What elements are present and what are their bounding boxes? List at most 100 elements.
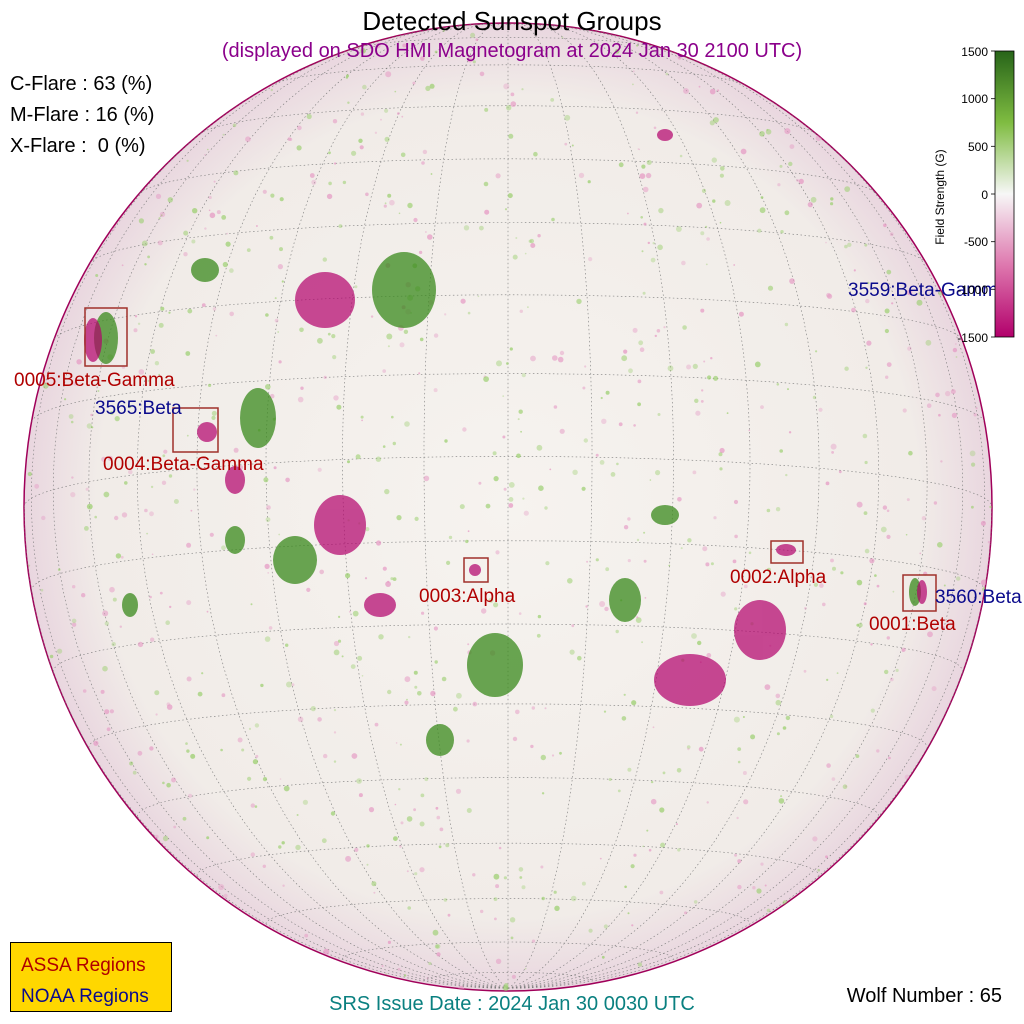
field-speckle (701, 389, 704, 392)
field-speckle (483, 376, 489, 382)
field-speckle (444, 313, 447, 316)
field-speckle (643, 531, 646, 534)
region-box[interactable] (84, 307, 128, 367)
region-box[interactable] (463, 557, 489, 583)
field-speckle (511, 974, 516, 979)
field-speckle (734, 607, 738, 611)
region-box[interactable] (770, 540, 804, 564)
field-speckle (418, 372, 421, 375)
field-speckle (803, 669, 807, 673)
field-speckle (403, 329, 409, 334)
field-speckle (938, 291, 943, 296)
field-speckle (444, 439, 448, 443)
field-speckle (583, 438, 588, 443)
field-speckle (628, 368, 633, 374)
field-speckle (398, 212, 401, 215)
field-speckle (286, 681, 292, 688)
field-speckle (822, 602, 826, 607)
field-speckle (941, 625, 945, 630)
field-speckle (888, 756, 891, 760)
field-speckle (919, 552, 922, 555)
field-speckle (190, 509, 193, 512)
field-speckle (397, 967, 401, 971)
region-box[interactable] (902, 574, 937, 612)
field-speckle (766, 128, 769, 131)
field-speckle (422, 149, 428, 155)
field-speckle (365, 192, 369, 197)
legend-assa-regions: ASSA Regions (21, 955, 146, 976)
field-speckle (830, 197, 834, 201)
field-speckle (603, 924, 609, 929)
field-speckle (775, 699, 782, 706)
field-speckle (144, 263, 147, 266)
field-speckle (373, 891, 376, 894)
field-speckle (322, 257, 327, 262)
field-speckle (191, 239, 196, 244)
field-speckle (438, 845, 442, 849)
positive-patch (191, 258, 219, 282)
field-speckle (870, 643, 873, 646)
field-speckle (40, 588, 44, 592)
field-speckle (638, 340, 644, 346)
grid-line (507, 43, 964, 989)
field-speckle (825, 241, 827, 244)
field-speckle (544, 707, 547, 710)
field-speckle (507, 193, 513, 199)
field-speckle (328, 151, 331, 155)
field-speckle (371, 881, 377, 887)
field-speckle (220, 748, 223, 752)
grid-line (423, 972, 593, 981)
field-speckle (504, 208, 508, 211)
field-speckle (827, 293, 833, 299)
grid-line (265, 23, 509, 989)
field-speckle (780, 230, 784, 234)
grid-line (52, 43, 509, 989)
field-speckle (886, 534, 891, 540)
region-box[interactable] (172, 407, 219, 453)
field-speckle (204, 153, 206, 156)
field-speckle (658, 207, 664, 214)
field-speckle (738, 311, 744, 317)
field-speckle (382, 566, 387, 571)
colorbar-tick-marks (991, 50, 995, 338)
field-speckle (862, 433, 868, 439)
field-speckle (151, 553, 154, 556)
field-speckle (495, 550, 500, 555)
field-speckle (696, 202, 703, 209)
field-speckle (338, 224, 343, 229)
grid-line (507, 23, 751, 989)
field-speckle (856, 623, 860, 627)
field-speckle (733, 716, 740, 723)
field-speckle (531, 939, 536, 943)
field-speckle (720, 591, 726, 597)
field-speckle (165, 620, 170, 625)
field-speckle (677, 848, 681, 852)
field-speckle (246, 248, 251, 253)
colorbar-tick-label: -1500 (957, 331, 988, 345)
field-speckle (736, 816, 739, 820)
field-speckle (399, 342, 405, 348)
field-speckle (413, 670, 418, 675)
field-speckle (403, 974, 407, 977)
field-speckle (508, 482, 515, 488)
field-speckle (119, 625, 123, 628)
field-speckle (551, 217, 555, 222)
field-speckle (842, 784, 848, 789)
field-speckle (265, 517, 271, 522)
field-speckle (351, 150, 357, 156)
field-speckle (186, 434, 189, 437)
field-speckle (832, 566, 836, 571)
heliographic-grid (24, 23, 992, 989)
field-speckle (173, 499, 179, 504)
field-speckle (508, 497, 514, 502)
field-speckle (347, 460, 350, 464)
field-speckle (818, 407, 823, 412)
field-speckle (587, 180, 591, 184)
field-speckle (550, 98, 555, 102)
field-speckle (208, 383, 212, 387)
field-speckle (402, 43, 407, 48)
field-speckle (107, 455, 113, 461)
field-speckle (561, 36, 564, 39)
field-speckle (726, 412, 729, 414)
field-speckle (630, 864, 635, 869)
